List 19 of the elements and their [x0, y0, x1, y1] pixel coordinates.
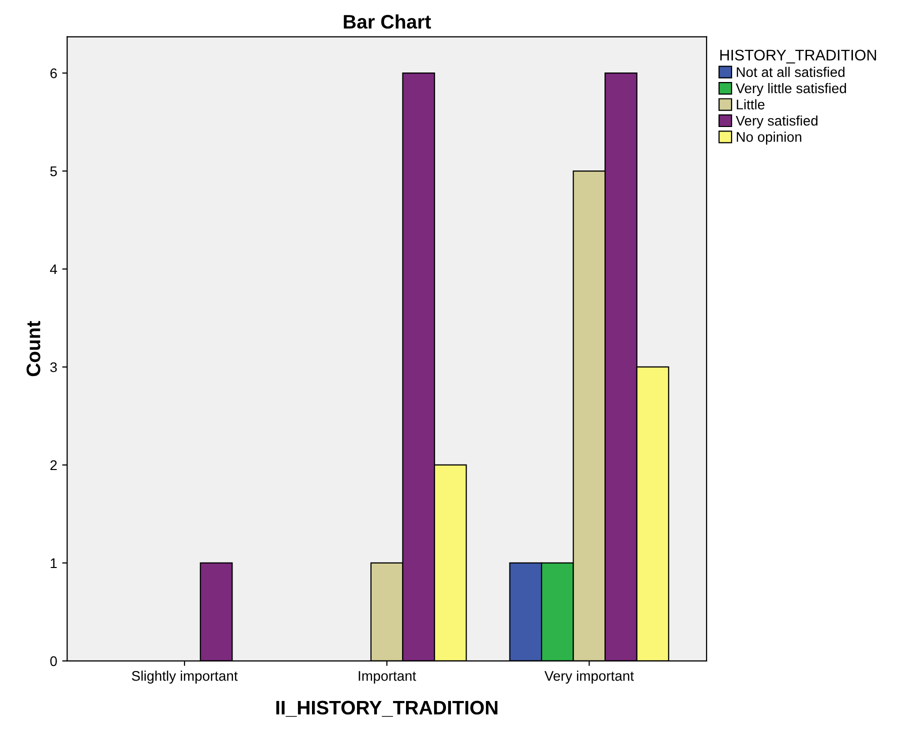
x-tick-label: Slightly important: [132, 670, 238, 684]
y-tick-label: 0: [50, 656, 57, 666]
y-tick-label: 2: [50, 460, 57, 470]
y-tick-label: 6: [50, 68, 57, 78]
y-tick-label: 4: [50, 264, 58, 274]
x-axis-title: II_HISTORY_TRADITION: [276, 700, 498, 717]
legend-label: Very satisfied: [736, 115, 818, 128]
legend-label: Very little satisfied: [736, 83, 846, 96]
legend-title: HISTORY_TRADITION: [720, 50, 876, 64]
x-tick-label: Important: [358, 671, 416, 684]
legend-label: Not at all satisfied: [736, 66, 844, 78]
y-axis-title: Count: [26, 321, 40, 376]
y-tick-label: 3: [50, 362, 57, 372]
y-tick-label: 1: [50, 558, 57, 568]
legend-label: No opinion: [736, 132, 802, 145]
chart-title: Bar Chart: [344, 14, 431, 29]
y-tick-label: 5: [50, 166, 57, 176]
legend-label: Little: [736, 99, 764, 110]
x-tick-label: Very important: [544, 670, 634, 684]
